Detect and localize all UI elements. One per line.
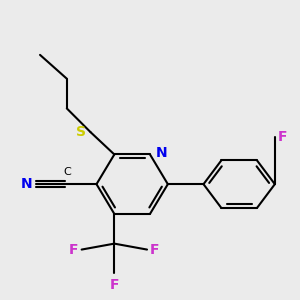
- Text: S: S: [76, 125, 86, 139]
- Text: F: F: [150, 243, 160, 256]
- Text: F: F: [110, 278, 119, 292]
- Text: C: C: [63, 167, 71, 177]
- Text: F: F: [278, 130, 287, 144]
- Text: F: F: [69, 243, 79, 256]
- Text: N: N: [21, 177, 33, 191]
- Text: N: N: [155, 146, 167, 160]
